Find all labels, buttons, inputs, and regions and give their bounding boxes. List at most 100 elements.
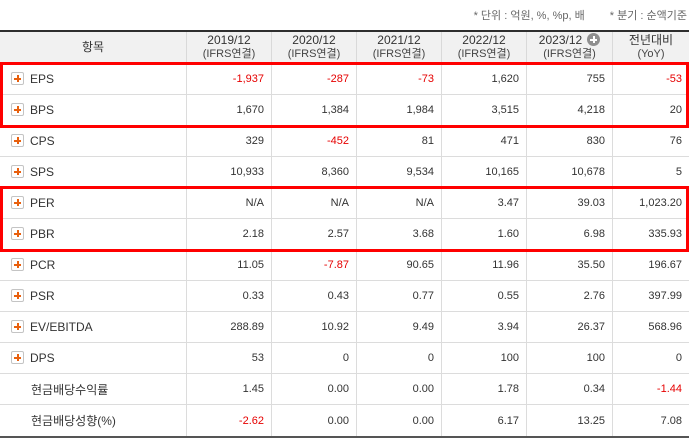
column-header-2021-12: 2021/12 (IFRS연결) — [357, 32, 442, 64]
expand-plus-icon[interactable] — [11, 165, 24, 178]
expand-plus-icon[interactable] — [11, 196, 24, 209]
value-cell: 1,670 — [187, 95, 272, 126]
row-label: BPS — [30, 103, 55, 117]
add-period-plus-icon[interactable] — [587, 33, 601, 46]
unit-note: * 단위 : 억원, %, %p, 배 — [473, 10, 585, 22]
value-cell: 100 — [442, 343, 527, 374]
value-cell: N/A — [187, 188, 272, 219]
value-cell: 53 — [187, 343, 272, 374]
value-cell: 4,218 — [527, 95, 613, 126]
value-cell: 2.76 — [527, 281, 613, 312]
column-header-2023-12: 2023/12 (IFRS연결) — [527, 32, 613, 64]
value-cell: 0 — [613, 343, 689, 374]
row-label: PBR — [30, 227, 55, 241]
value-cell: 1.60 — [442, 219, 527, 250]
period-label-with-icon: 2023/12 — [527, 33, 612, 47]
row-label: PER — [30, 196, 55, 210]
value-cell: 196.67 — [613, 250, 689, 281]
row-label: EV/EBITDA — [30, 320, 93, 334]
expand-plus-icon[interactable] — [11, 134, 24, 147]
column-header-2022-12: 2022/12 (IFRS연결) — [442, 32, 527, 64]
value-cell: -1.44 — [613, 374, 689, 405]
value-cell: 10,165 — [442, 157, 527, 188]
value-cell: 1.78 — [442, 374, 527, 405]
value-cell: 397.99 — [613, 281, 689, 312]
row-label-cell: 현금배당성향(%) — [0, 405, 187, 436]
row-label-cell: DPS — [0, 343, 187, 374]
yoy-label: 전년대비 — [628, 33, 674, 47]
header-row: 항목 2019/12 (IFRS연결) 2020/12 (IFRS연결) 202… — [0, 32, 689, 64]
column-header-item: 항목 — [0, 32, 187, 64]
value-cell: 0.34 — [527, 374, 613, 405]
value-cell: -53 — [613, 64, 689, 95]
expand-plus-icon[interactable] — [11, 72, 24, 85]
expand-plus-icon[interactable] — [11, 320, 24, 333]
period-label: 2019/12 — [207, 33, 251, 47]
value-cell: 10,678 — [527, 157, 613, 188]
basis-note: * 분기 : 순액기준 — [609, 10, 687, 22]
value-cell: -2.62 — [187, 405, 272, 436]
row-label-cell: SPS — [0, 157, 187, 188]
row-label-cell: PER — [0, 188, 187, 219]
expand-plus-icon[interactable] — [11, 289, 24, 302]
row-label-cell: PBR — [0, 219, 187, 250]
table-row: EV/EBITDA 288.89 10.92 9.49 3.94 26.37 568.96 — [0, 312, 689, 343]
value-cell: 0.00 — [357, 405, 442, 436]
expand-plus-icon[interactable] — [11, 258, 24, 271]
expand-plus-icon[interactable] — [11, 351, 24, 364]
standard-label: (IFRS연결) — [457, 48, 511, 60]
row-label: DPS — [30, 351, 55, 365]
table-row: CPS 329 -452 81 471 830 76 — [0, 126, 689, 157]
period-label: 2021/12 — [377, 33, 421, 47]
value-cell: 8,360 — [272, 157, 357, 188]
value-cell: 1.45 — [187, 374, 272, 405]
table-row: PSR 0.33 0.43 0.77 0.55 2.76 397.99 — [0, 281, 689, 312]
value-cell: 6.17 — [442, 405, 527, 436]
row-label-cell: CPS — [0, 126, 187, 157]
period-label: 2023/12 — [538, 33, 583, 47]
value-cell: N/A — [272, 188, 357, 219]
value-cell: 0.00 — [272, 374, 357, 405]
column-header-2019-12: 2019/12 (IFRS연결) — [187, 32, 272, 64]
row-label: PCR — [30, 258, 56, 272]
row-label: 현금배당수익률 — [31, 382, 109, 397]
value-cell: 100 — [527, 343, 613, 374]
value-cell: 0.33 — [187, 281, 272, 312]
table-notes: * 단위 : 억원, %, %p, 배 * 분기 : 순액기준 — [452, 7, 687, 23]
value-cell: N/A — [357, 188, 442, 219]
value-cell: -452 — [272, 126, 357, 157]
value-cell: 830 — [527, 126, 613, 157]
value-cell: 3.47 — [442, 188, 527, 219]
row-label-cell: EPS — [0, 64, 187, 95]
value-cell: 3,515 — [442, 95, 527, 126]
value-cell: 10.92 — [272, 312, 357, 343]
value-cell: 1,620 — [442, 64, 527, 95]
row-label: PSR — [30, 289, 55, 303]
row-label-cell: PSR — [0, 281, 187, 312]
value-cell: -73 — [357, 64, 442, 95]
value-cell: 335.93 — [613, 219, 689, 250]
value-cell: 0.00 — [357, 374, 442, 405]
value-cell: 10,933 — [187, 157, 272, 188]
expand-plus-icon[interactable] — [11, 227, 24, 240]
value-cell: 0.55 — [442, 281, 527, 312]
value-cell: 1,984 — [357, 95, 442, 126]
value-cell: 755 — [527, 64, 613, 95]
value-cell: 76 — [613, 126, 689, 157]
value-cell: 1,023.20 — [613, 188, 689, 219]
value-cell: 26.37 — [527, 312, 613, 343]
table-body: EPS -1,937 -287 -73 1,620 755 -53 BPS 1,670 1,384… — [0, 64, 689, 436]
value-cell: 11.96 — [442, 250, 527, 281]
value-cell: 2.18 — [187, 219, 272, 250]
row-label: SPS — [30, 165, 55, 179]
value-cell: 0 — [272, 343, 357, 374]
standard-label: (IFRS연결) — [202, 48, 256, 60]
value-cell: 5 — [613, 157, 689, 188]
item-header-label: 항목 — [81, 40, 105, 54]
value-cell: 3.68 — [357, 219, 442, 250]
table-row: 현금배당수익률 1.45 0.00 0.00 1.78 0.34 -1.44 — [0, 374, 689, 405]
value-cell: 39.03 — [527, 188, 613, 219]
table-row: PER N/A N/A N/A 3.47 39.03 1,023.20 — [0, 188, 689, 219]
expand-plus-icon[interactable] — [11, 103, 24, 116]
